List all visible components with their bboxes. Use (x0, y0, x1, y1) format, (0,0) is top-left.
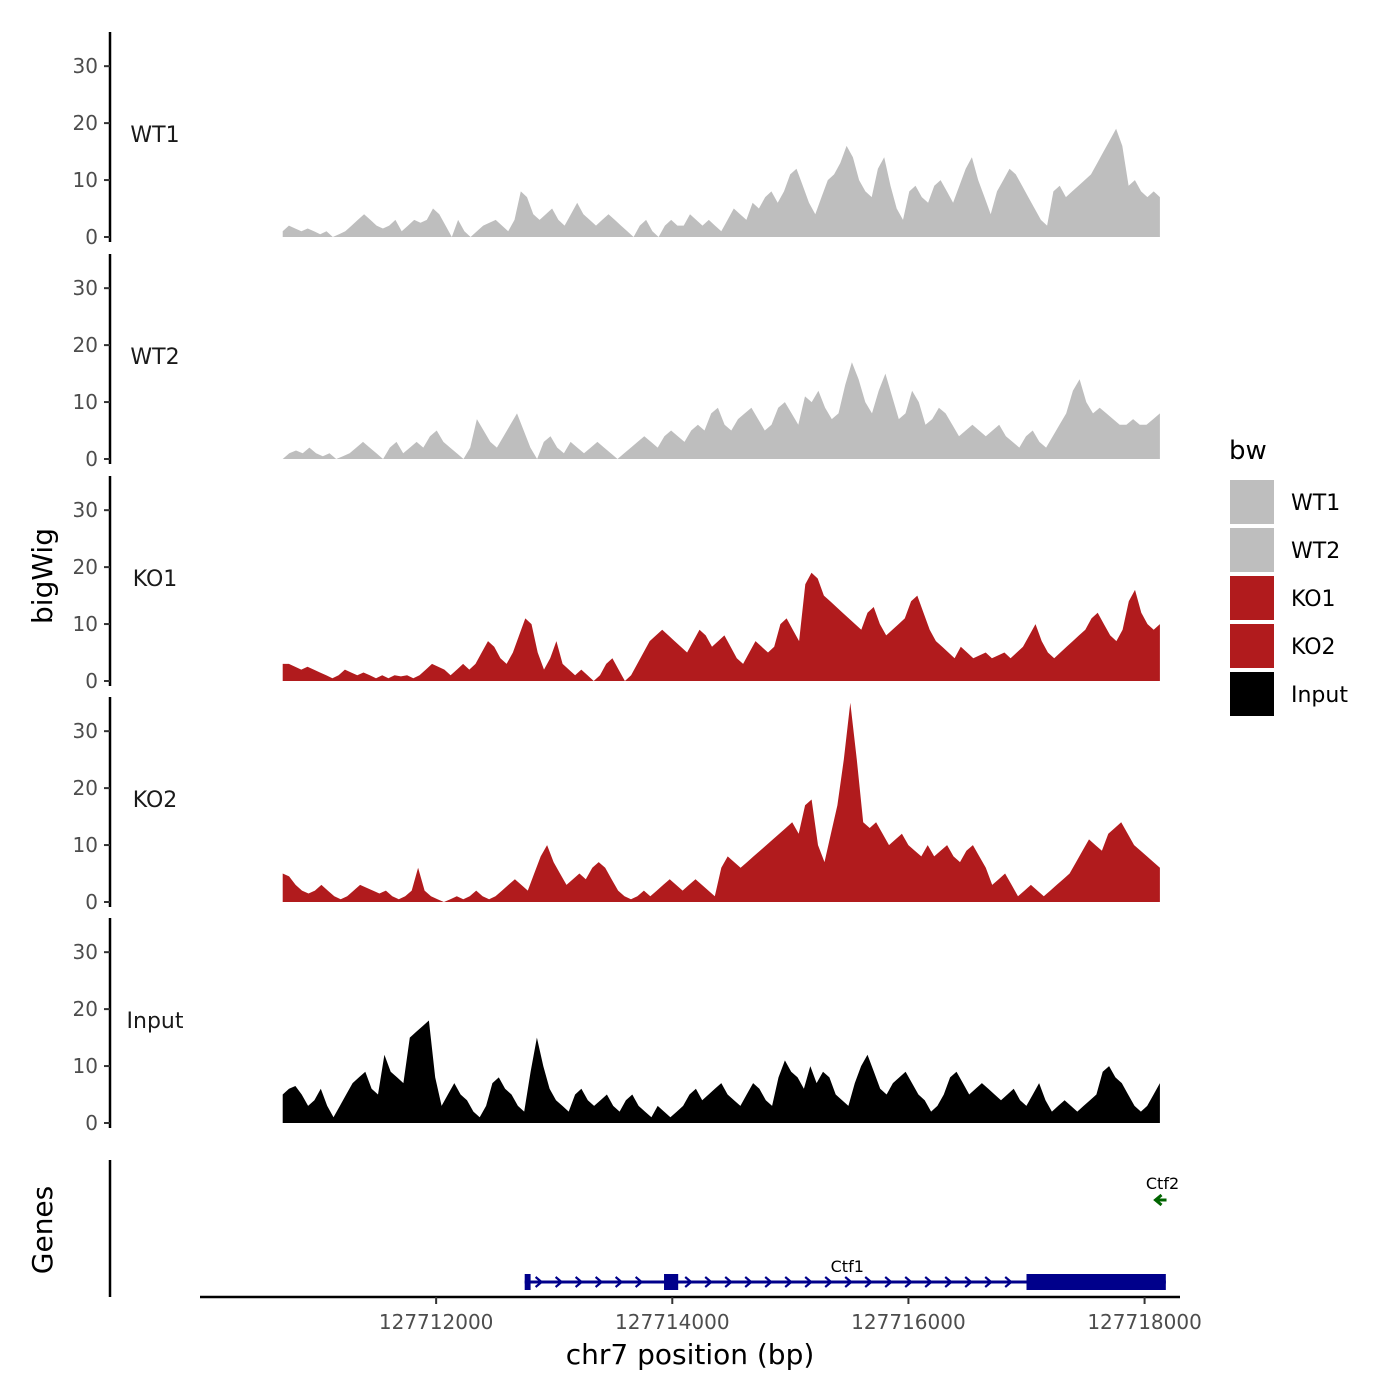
strand-arrow-icon (924, 1276, 933, 1288)
strand-arrow-icon (1004, 1276, 1013, 1288)
signal-area-ko1 (282, 572, 1160, 681)
signal-area-ko2 (282, 702, 1160, 902)
x-axis: 127712000 127714000 127716000 127718000 (200, 1295, 1202, 1334)
y-tick-label: 0 (85, 1111, 98, 1135)
track-label-input: Input (127, 1009, 184, 1034)
gene-track: Ctf1 Ctf2 (108, 1160, 1179, 1297)
strand-arrow-icon (824, 1276, 833, 1288)
y-tick-label: 20 (73, 111, 98, 135)
legend-label-input: Input (1291, 683, 1348, 708)
strand-arrow-icon (554, 1276, 564, 1288)
y-tick-label: 20 (73, 555, 98, 579)
y-tick-label: 30 (73, 940, 98, 964)
strand-arrow-icon (904, 1276, 913, 1288)
track-panel-ko1: 0 10 20 30 KO1 (73, 476, 1160, 693)
gene-ctf1-exon (1026, 1274, 1166, 1290)
y-tick-label: 10 (73, 612, 98, 636)
y-tick-label: 30 (73, 498, 98, 522)
x-axis-title: chr7 position (bp) (566, 1338, 815, 1371)
track-label-wt2: WT2 (130, 345, 179, 370)
strand-arrow-icon (574, 1276, 584, 1288)
y-tick-label: 0 (85, 890, 98, 914)
strand-arrow-icon (804, 1276, 813, 1288)
strand-arrow-icon (864, 1276, 873, 1288)
strand-arrow-icon (944, 1276, 953, 1288)
legend-swatch-ko1 (1230, 576, 1274, 620)
y-tick-label: 20 (73, 333, 98, 357)
legend-label-wt1: WT1 (1291, 491, 1340, 516)
y-tick-label: 30 (73, 719, 98, 743)
gene-label-ctf1: Ctf1 (831, 1257, 864, 1276)
legend-title: bw (1229, 436, 1267, 466)
gene-ctf1-exon (524, 1274, 531, 1290)
strand-arrow-icon (614, 1276, 624, 1288)
gene-label-ctf2: Ctf2 (1146, 1174, 1179, 1193)
legend-swatch-input (1230, 672, 1274, 716)
y-tick-label: 0 (85, 669, 98, 693)
legend-label-wt2: WT2 (1291, 539, 1340, 564)
x-tick-label: 127716000 (851, 1310, 966, 1334)
y-tick-label: 20 (73, 776, 98, 800)
signal-tracks: 0 10 20 30 WT1 0 10 20 30 WT2 0 10 20 30 KO1 0 10 20 30 KO2… (73, 32, 1160, 1135)
legend-swatch-ko2 (1230, 624, 1274, 668)
legend: bw WT1 WT2 KO1 KO2 Input (1229, 436, 1348, 716)
y-tick-label: 20 (73, 997, 98, 1021)
strand-arrow-icon (984, 1276, 993, 1288)
y-tick-label: 30 (73, 54, 98, 78)
x-tick-label: 127714000 (615, 1310, 730, 1334)
track-label-wt1: WT1 (130, 123, 179, 148)
x-tick-label: 127712000 (379, 1310, 494, 1334)
gene-ctf1-exon (664, 1274, 679, 1290)
x-tick-label: 127718000 (1087, 1310, 1202, 1334)
strand-arrow-icon (724, 1276, 733, 1288)
strand-arrow-icon (844, 1276, 853, 1288)
strand-arrow-icon (634, 1276, 644, 1288)
strand-arrow-reverse-icon (1153, 1193, 1167, 1207)
strand-arrow-icon (744, 1276, 753, 1288)
gene-ctf1: Ctf1 (524, 1257, 1166, 1290)
legend-label-ko2: KO2 (1291, 635, 1336, 660)
y-tick-label: 10 (73, 1054, 98, 1078)
strand-arrow-icon (784, 1276, 793, 1288)
track-label-ko1: KO1 (133, 567, 178, 592)
strand-arrow-icon (534, 1276, 544, 1288)
track-panel-ko2: 0 10 20 30 KO2 (73, 697, 1160, 914)
track-panel-wt1: 0 10 20 30 WT1 (73, 32, 1160, 249)
gene-ctf2: Ctf2 (1146, 1174, 1179, 1207)
strand-arrow-icon (704, 1276, 713, 1288)
y-tick-label: 0 (85, 447, 98, 471)
strand-arrow-icon (684, 1276, 693, 1288)
y-tick-label: 10 (73, 390, 98, 414)
strand-arrow-icon (594, 1276, 604, 1288)
signal-area-input (282, 1020, 1160, 1123)
legend-swatch-wt1 (1230, 480, 1274, 524)
signal-area-wt1 (282, 128, 1160, 237)
y-tick-label: 0 (85, 225, 98, 249)
y-axis-title: bigWig (26, 528, 59, 624)
y-tick-label: 10 (73, 168, 98, 192)
y-tick-label: 30 (73, 276, 98, 300)
strand-arrow-icon (764, 1276, 773, 1288)
strand-arrow-icon (964, 1276, 973, 1288)
track-label-ko2: KO2 (133, 788, 178, 813)
track-panel-wt2: 0 10 20 30 WT2 (73, 254, 1160, 471)
signal-area-wt2 (282, 362, 1160, 459)
y-tick-label: 10 (73, 833, 98, 857)
legend-swatch-wt2 (1230, 528, 1274, 572)
track-panel-input: 0 10 20 30 Input (73, 918, 1160, 1135)
genes-axis-title: Genes (26, 1186, 59, 1274)
legend-label-ko1: KO1 (1291, 587, 1336, 612)
strand-arrow-icon (884, 1276, 893, 1288)
